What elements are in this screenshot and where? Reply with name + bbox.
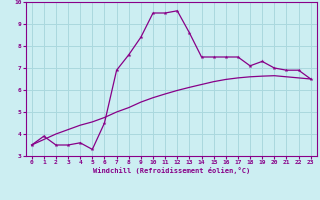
X-axis label: Windchill (Refroidissement éolien,°C): Windchill (Refroidissement éolien,°C) (92, 167, 250, 174)
